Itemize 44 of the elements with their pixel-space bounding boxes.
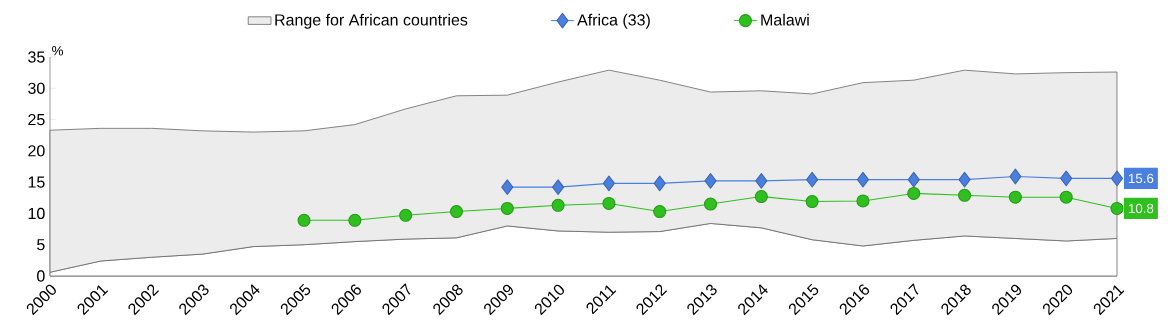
point [703, 197, 718, 211]
point [1009, 168, 1022, 185]
point [907, 186, 921, 200]
y-tick-label: 25 [28, 113, 45, 126]
y-tick-label: 35 [28, 51, 45, 63]
point [1110, 170, 1124, 187]
legend-label: Range for African countries [275, 13, 468, 29]
point [754, 190, 768, 204]
point [602, 196, 616, 210]
data-label: 10.8 [1128, 203, 1154, 214]
point [856, 194, 870, 208]
point [1059, 190, 1073, 204]
point [653, 205, 667, 219]
point [856, 171, 869, 188]
y-tick-label: 20 [28, 145, 45, 157]
point [501, 179, 514, 196]
data-label: 15.6 [1128, 173, 1154, 184]
point [806, 171, 819, 188]
point [348, 213, 362, 227]
y-tick-label: 15 [28, 176, 45, 188]
y-axis-title: % [52, 46, 63, 56]
point [552, 179, 565, 196]
point [1060, 170, 1073, 187]
legend-label: Africa (33) [577, 13, 650, 29]
y-tick-label: 0 [37, 270, 45, 282]
point [1110, 201, 1124, 215]
legend-label: Malawi [761, 13, 809, 26]
point [958, 188, 972, 202]
y-tick-label: 30 [28, 82, 45, 94]
point [653, 175, 666, 192]
point [500, 201, 514, 215]
point [602, 175, 615, 192]
point [399, 208, 413, 222]
point [704, 173, 717, 189]
point [805, 195, 819, 209]
point [297, 213, 311, 227]
point [551, 198, 565, 212]
point [755, 173, 768, 189]
y-tick-label: 5 [37, 239, 45, 251]
point [1008, 190, 1022, 204]
point [958, 171, 971, 188]
point [907, 171, 920, 188]
y-tick-label: 10 [28, 207, 45, 220]
point [449, 205, 464, 219]
